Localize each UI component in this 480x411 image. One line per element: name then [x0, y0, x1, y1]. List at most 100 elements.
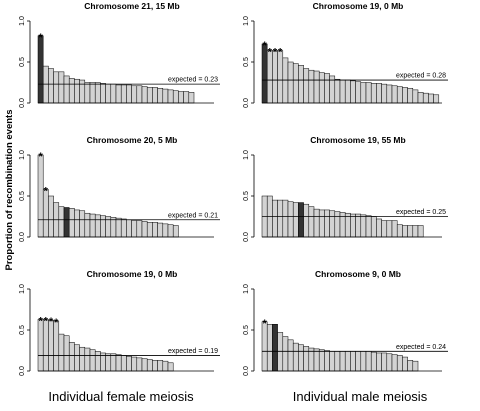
- bar: [329, 210, 336, 238]
- bar: [334, 211, 341, 238]
- bar: [261, 43, 268, 104]
- bar: [277, 199, 284, 238]
- bar: [303, 203, 310, 238]
- bar: [152, 221, 158, 238]
- bar: [172, 225, 179, 238]
- bar: [48, 68, 54, 104]
- bar: [94, 351, 101, 372]
- bar: [74, 78, 80, 104]
- bar: [376, 352, 382, 372]
- bar: [277, 332, 284, 372]
- bar: [58, 333, 65, 372]
- bar: [126, 355, 132, 372]
- bar: [115, 354, 122, 372]
- bar: [272, 324, 278, 372]
- bar: [272, 199, 278, 238]
- bar: [131, 356, 138, 372]
- bar: [89, 82, 96, 104]
- bar: [157, 222, 164, 238]
- bar: [396, 224, 403, 238]
- bar: [141, 221, 148, 238]
- y-tick-label: 1.0: [243, 150, 250, 160]
- x-axis-label-female: Individual female meiosis: [48, 389, 194, 404]
- bar: [324, 209, 330, 238]
- y-tick-label: 0.0: [243, 366, 250, 376]
- significance-star: *: [54, 317, 59, 329]
- y-tick-label: 0.5: [243, 191, 250, 201]
- bar: [360, 214, 367, 238]
- y-axis-label: Proportion of recombination events: [4, 110, 15, 271]
- bar: [318, 72, 325, 104]
- bar: [37, 35, 44, 104]
- bar: [365, 82, 372, 104]
- y-tick-label: 0.0: [19, 366, 26, 376]
- bar: [381, 220, 388, 238]
- bar: [355, 351, 362, 372]
- bar: [105, 83, 112, 104]
- bar: [376, 83, 382, 104]
- bar: [136, 357, 143, 372]
- bar: [167, 362, 174, 372]
- bar: [350, 351, 356, 372]
- bar: [407, 87, 414, 104]
- bar: [298, 344, 304, 372]
- significance-star: *: [49, 316, 54, 328]
- significance-star: *: [268, 47, 273, 59]
- bar: [110, 83, 117, 104]
- bar: [370, 351, 377, 372]
- bar: [324, 73, 330, 104]
- bar: [157, 360, 164, 372]
- bar: [402, 87, 408, 104]
- bar: [110, 217, 117, 238]
- bar: [303, 346, 310, 372]
- bar: [391, 220, 398, 238]
- bar: [318, 209, 325, 238]
- bar: [48, 195, 54, 238]
- expected-label: expected = 0.24: [396, 344, 446, 351]
- bar: [386, 84, 393, 104]
- bar: [152, 360, 158, 372]
- bar: [63, 75, 70, 104]
- bar: [74, 209, 80, 238]
- bar: [84, 212, 91, 238]
- bar: [350, 80, 356, 104]
- bar: [360, 82, 367, 104]
- bar: [370, 83, 377, 104]
- bar: [79, 79, 86, 104]
- bar: [355, 213, 362, 238]
- x-axis-label-male: Individual male meiosis: [293, 389, 428, 404]
- bar: [42, 65, 49, 104]
- bar: [79, 346, 86, 372]
- bar: [120, 84, 127, 104]
- bar: [298, 65, 304, 104]
- bar: [37, 154, 44, 238]
- expected-label: expected = 0.28: [396, 73, 446, 80]
- panel-title: Chromosome 9, 0 Mb: [315, 269, 401, 279]
- bar: [292, 342, 299, 372]
- bar: [183, 91, 190, 104]
- bar: [115, 84, 122, 104]
- significance-star: *: [38, 151, 43, 163]
- bar: [360, 351, 367, 372]
- bar: [131, 220, 138, 238]
- bar: [172, 90, 179, 104]
- bar: [100, 215, 106, 238]
- y-tick-label: 1.0: [243, 284, 250, 294]
- y-tick-label: 0.0: [19, 232, 26, 242]
- bar: [63, 207, 70, 238]
- bar: [428, 93, 434, 104]
- bar: [292, 63, 299, 104]
- bar: [115, 217, 122, 238]
- bar: [94, 214, 101, 238]
- bar: [402, 356, 408, 372]
- bar: [287, 339, 294, 372]
- bar: [308, 206, 315, 238]
- bar: [350, 213, 356, 238]
- bar: [386, 220, 393, 238]
- bar: [167, 89, 174, 104]
- bar: [313, 348, 320, 372]
- bar: [292, 202, 299, 238]
- bar: [287, 61, 294, 104]
